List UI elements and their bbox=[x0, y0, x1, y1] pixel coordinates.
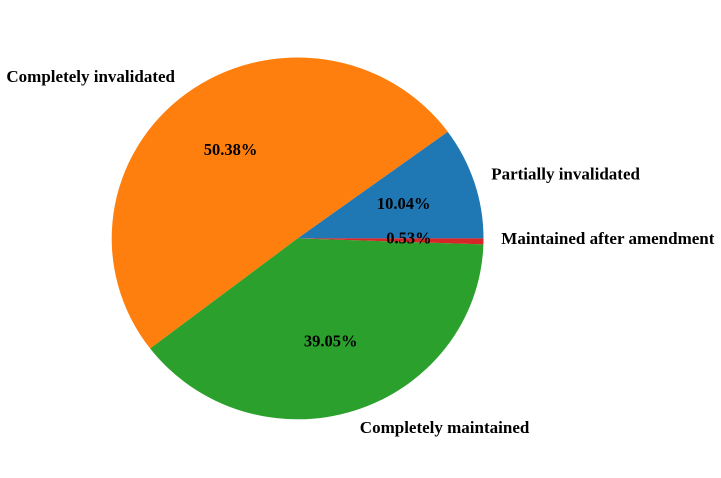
svg-text:Partially invalidated: Partially invalidated bbox=[491, 165, 640, 184]
svg-text:Maintained after amendment: Maintained after amendment bbox=[501, 229, 714, 248]
svg-text:10.04%: 10.04% bbox=[377, 194, 431, 213]
svg-text:50.38%: 50.38% bbox=[204, 140, 258, 159]
svg-text:0.53%: 0.53% bbox=[386, 229, 431, 248]
svg-text:39.05%: 39.05% bbox=[304, 331, 358, 350]
svg-text:Completely invalidated: Completely invalidated bbox=[6, 67, 175, 86]
svg-text:Completely maintained: Completely maintained bbox=[360, 418, 530, 437]
